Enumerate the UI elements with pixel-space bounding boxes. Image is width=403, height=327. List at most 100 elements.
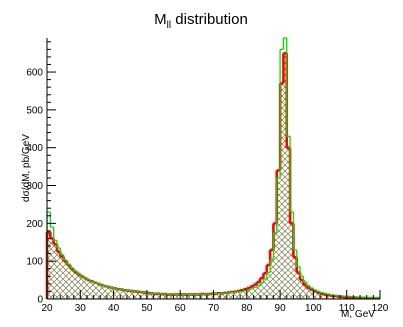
- hatch-bin: [143, 292, 147, 299]
- hatch-bin: [140, 292, 144, 299]
- hatch-bin: [230, 292, 234, 299]
- hatch-bin: [310, 289, 314, 299]
- hatch-bin: [130, 291, 134, 299]
- hatch-bin: [120, 289, 124, 299]
- hatch-bin: [110, 287, 114, 299]
- hatch-bin: [330, 295, 334, 299]
- hatch-bin: [296, 272, 301, 299]
- hatch-bin: [213, 293, 217, 299]
- hatch-bin: [53, 244, 57, 299]
- hatch-bin: [193, 294, 197, 299]
- hatch-bin: [106, 286, 111, 299]
- hatch-bin: [173, 294, 177, 299]
- hatch-bin: [176, 294, 181, 299]
- y-tick-label: 100: [26, 257, 43, 268]
- hatch-bin: [206, 294, 211, 299]
- hatch-bin: [233, 292, 237, 299]
- hatch-bin: [190, 294, 194, 299]
- hatch-bin: [293, 257, 297, 299]
- hatch-bin: [63, 261, 67, 299]
- hatch-bin: [250, 288, 254, 299]
- hatch-bin: [126, 290, 131, 299]
- hatch-bin: [83, 278, 87, 299]
- red-series: [45, 51, 380, 300]
- hatch-bin: [133, 291, 137, 299]
- x-tick-label: 50: [141, 303, 153, 314]
- hatch-bin: [90, 281, 94, 299]
- y-tick-label: 0: [37, 295, 43, 306]
- x-tick-label: 40: [108, 303, 120, 314]
- chart-title: Mll distribution: [154, 11, 248, 31]
- hatch-bin: [256, 285, 261, 299]
- x-tick-label: 80: [241, 303, 253, 314]
- chart-title-rest: distribution: [171, 11, 248, 28]
- y-tick-label: 500: [26, 105, 43, 116]
- hatch-bin: [223, 293, 227, 299]
- hatch-bin: [263, 278, 267, 299]
- x-tick-label: 30: [75, 303, 87, 314]
- hatch-bin: [47, 232, 51, 299]
- hatch-bin: [290, 223, 294, 299]
- y-tick-label: 600: [26, 68, 43, 79]
- y-axis-label: dσ/dM, pb/GeV: [21, 134, 32, 202]
- hatch-bin: [336, 296, 341, 299]
- hatch-bin: [203, 294, 207, 299]
- hatch-bin: [220, 293, 224, 299]
- hatch-bin: [56, 251, 61, 299]
- hatch-bin: [210, 294, 214, 299]
- hatch-bin: [200, 294, 204, 299]
- hatch-bin: [260, 282, 264, 299]
- hatch-bin: [313, 291, 317, 299]
- x-tick-label: 120: [372, 303, 389, 314]
- hatch-bin: [73, 271, 77, 299]
- hatch-bin: [286, 147, 291, 299]
- y-tick-label: 200: [26, 219, 43, 230]
- hatch-bin: [196, 294, 201, 299]
- hatch-bin: [316, 292, 321, 299]
- hatch-bin: [253, 287, 257, 299]
- hatch-bin: [243, 290, 247, 299]
- hatch-bin: [186, 294, 191, 299]
- x-tick-label: 70: [208, 303, 220, 314]
- hatch-bin: [180, 294, 184, 299]
- hatch-bin: [273, 232, 277, 299]
- hatch-bin: [93, 282, 97, 299]
- hatch-bin: [166, 294, 171, 299]
- x-tick-label: 100: [305, 303, 322, 314]
- hatch-bin: [300, 280, 304, 299]
- hatch-bin: [326, 295, 331, 299]
- hatch-bin: [323, 294, 327, 299]
- hatch-bin: [270, 259, 274, 299]
- hatch-bin: [333, 295, 337, 299]
- x-tick-label: 90: [275, 303, 287, 314]
- hatch-bin: [86, 280, 91, 299]
- hatch-bin: [266, 272, 271, 299]
- hatch-bin: [236, 291, 241, 299]
- hatch-bin: [113, 288, 117, 299]
- hatch-bin: [280, 83, 284, 300]
- hatch-bin: [240, 291, 244, 299]
- x-tick-label: 110: [339, 303, 355, 314]
- hatch-bin: [66, 264, 71, 299]
- hatch-bin: [303, 284, 307, 299]
- hatch-bin: [156, 293, 161, 299]
- hatch-bin: [100, 285, 104, 299]
- hatch-bin: [76, 274, 81, 299]
- axes-layer: 20 30 40 50 60 70 80 90 100 110 120 0 100 200 300 400 50…: [26, 38, 389, 314]
- hatch-bin: [123, 290, 127, 299]
- x-tick-label: 60: [175, 303, 187, 314]
- hatch-bin: [60, 256, 64, 299]
- hatch-bin: [50, 238, 54, 299]
- hatch-bin: [183, 294, 187, 299]
- plot-layer: [45, 37, 380, 300]
- green-series: [46, 37, 380, 299]
- x-axis-label: M, GeV: [341, 309, 375, 320]
- hatch-bin: [136, 291, 141, 299]
- hatch-bin: [226, 292, 231, 299]
- hatch-bin: [70, 268, 74, 299]
- y-tick-label: 300: [26, 181, 43, 192]
- x-tick-label: 20: [41, 303, 53, 314]
- hatch-bin: [246, 289, 251, 299]
- hatch-bin: [306, 287, 311, 299]
